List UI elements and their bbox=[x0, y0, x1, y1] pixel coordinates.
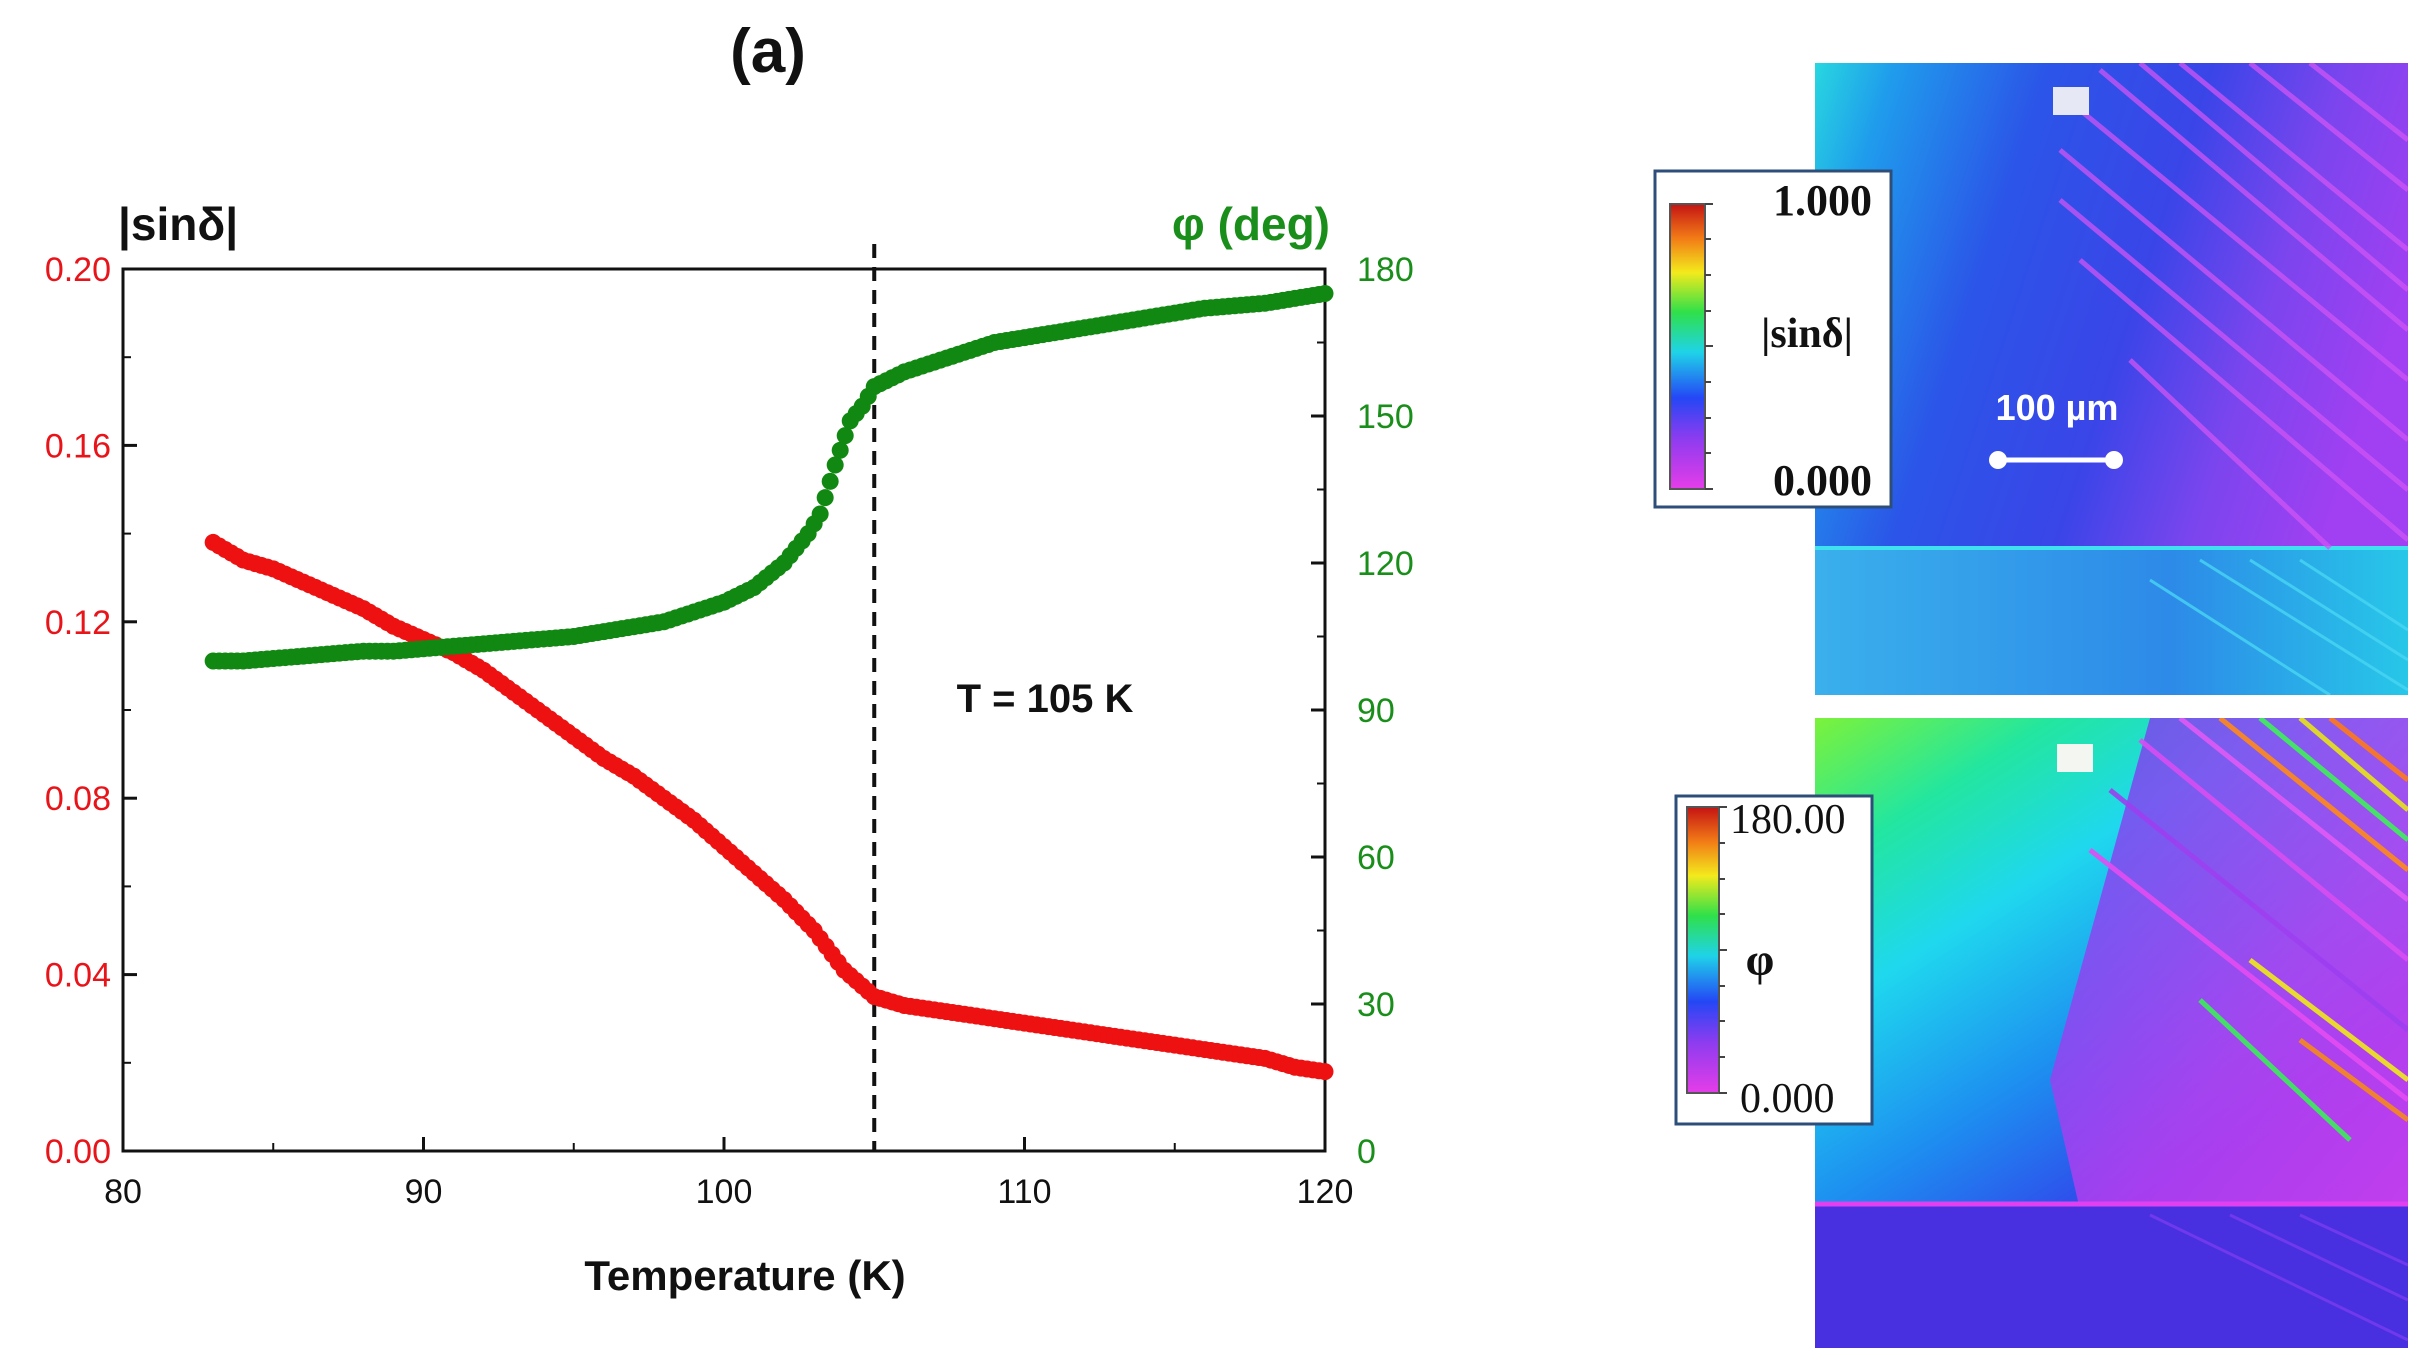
left-tick-label: 0.20 bbox=[45, 251, 111, 289]
right-tick-label: 60 bbox=[1357, 839, 1395, 877]
left-tick-label: 0.12 bbox=[45, 604, 111, 642]
colorbar-min: 0.000 bbox=[1740, 1076, 1835, 1122]
data-point bbox=[811, 505, 829, 523]
left-axis-ticks: 0.00 0.04 0.08 0.12 0.16 0.20 bbox=[45, 251, 137, 1171]
panel-label: (a) bbox=[730, 17, 806, 86]
colorbar-label: |sinδ| bbox=[1761, 311, 1853, 357]
sin-delta-colorbar: 1.000 |sinδ| 0.000 bbox=[1653, 169, 1893, 509]
right-axis-label: φ (deg) bbox=[1172, 198, 1330, 250]
x-tick-label: 100 bbox=[696, 1173, 753, 1211]
left-tick-label: 0.16 bbox=[45, 427, 111, 465]
x-tick-label: 110 bbox=[997, 1173, 1051, 1211]
colorbar-label: φ bbox=[1746, 934, 1775, 985]
phi-map: 180.00 φ 0.000 bbox=[1674, 718, 2408, 1348]
chart: 0.00 0.04 0.08 0.12 0.16 0.20 0 30 60 90 120 150 18… bbox=[45, 198, 1414, 1299]
right-axis-ticks: 0 30 60 90 120 150 180 bbox=[1311, 251, 1414, 1171]
x-tick-label: 90 bbox=[405, 1173, 443, 1211]
series-sin-delta bbox=[204, 533, 1334, 1081]
x-axis-label: Temperature (K) bbox=[584, 1252, 905, 1299]
plot-frame bbox=[121, 267, 1327, 1153]
marker-square bbox=[2057, 744, 2093, 772]
right-tick-label: 0 bbox=[1357, 1133, 1376, 1171]
left-axis-label: |sinδ| bbox=[118, 198, 238, 250]
data-point bbox=[821, 472, 839, 490]
colorbar-max: 1.000 bbox=[1773, 176, 1872, 225]
left-tick-label: 0.00 bbox=[45, 1133, 111, 1171]
x-axis-ticks: 80 90 100 110 120 bbox=[104, 1137, 1353, 1211]
x-tick-label: 80 bbox=[104, 1173, 142, 1211]
annotation-temperature: T = 105 K bbox=[957, 677, 1134, 721]
right-tick-label: 120 bbox=[1357, 545, 1414, 583]
data-point bbox=[831, 441, 849, 459]
colorbar-max: 180.00 bbox=[1730, 797, 1846, 843]
marker-square bbox=[2053, 87, 2089, 115]
data-point bbox=[836, 427, 854, 445]
series-phi bbox=[204, 285, 1334, 670]
data-point bbox=[1316, 285, 1334, 302]
left-tick-label: 0.08 bbox=[45, 780, 111, 818]
data-point bbox=[826, 456, 844, 474]
right-tick-label: 180 bbox=[1357, 251, 1414, 289]
phi-colorbar: 180.00 φ 0.000 bbox=[1674, 794, 1874, 1126]
data-point bbox=[816, 489, 834, 507]
colorbar-min: 0.000 bbox=[1773, 456, 1872, 505]
right-tick-label: 90 bbox=[1357, 692, 1395, 730]
scalebar-label: 100 µm bbox=[1996, 387, 2119, 428]
sin-delta-map: 100 µm 1.000 |sinδ| 0.000 bbox=[1653, 63, 2408, 695]
right-tick-label: 150 bbox=[1357, 398, 1414, 436]
left-tick-label: 0.04 bbox=[45, 957, 111, 995]
x-tick-label: 120 bbox=[1297, 1173, 1354, 1211]
data-point bbox=[1316, 1063, 1334, 1081]
right-tick-label: 30 bbox=[1357, 986, 1395, 1024]
